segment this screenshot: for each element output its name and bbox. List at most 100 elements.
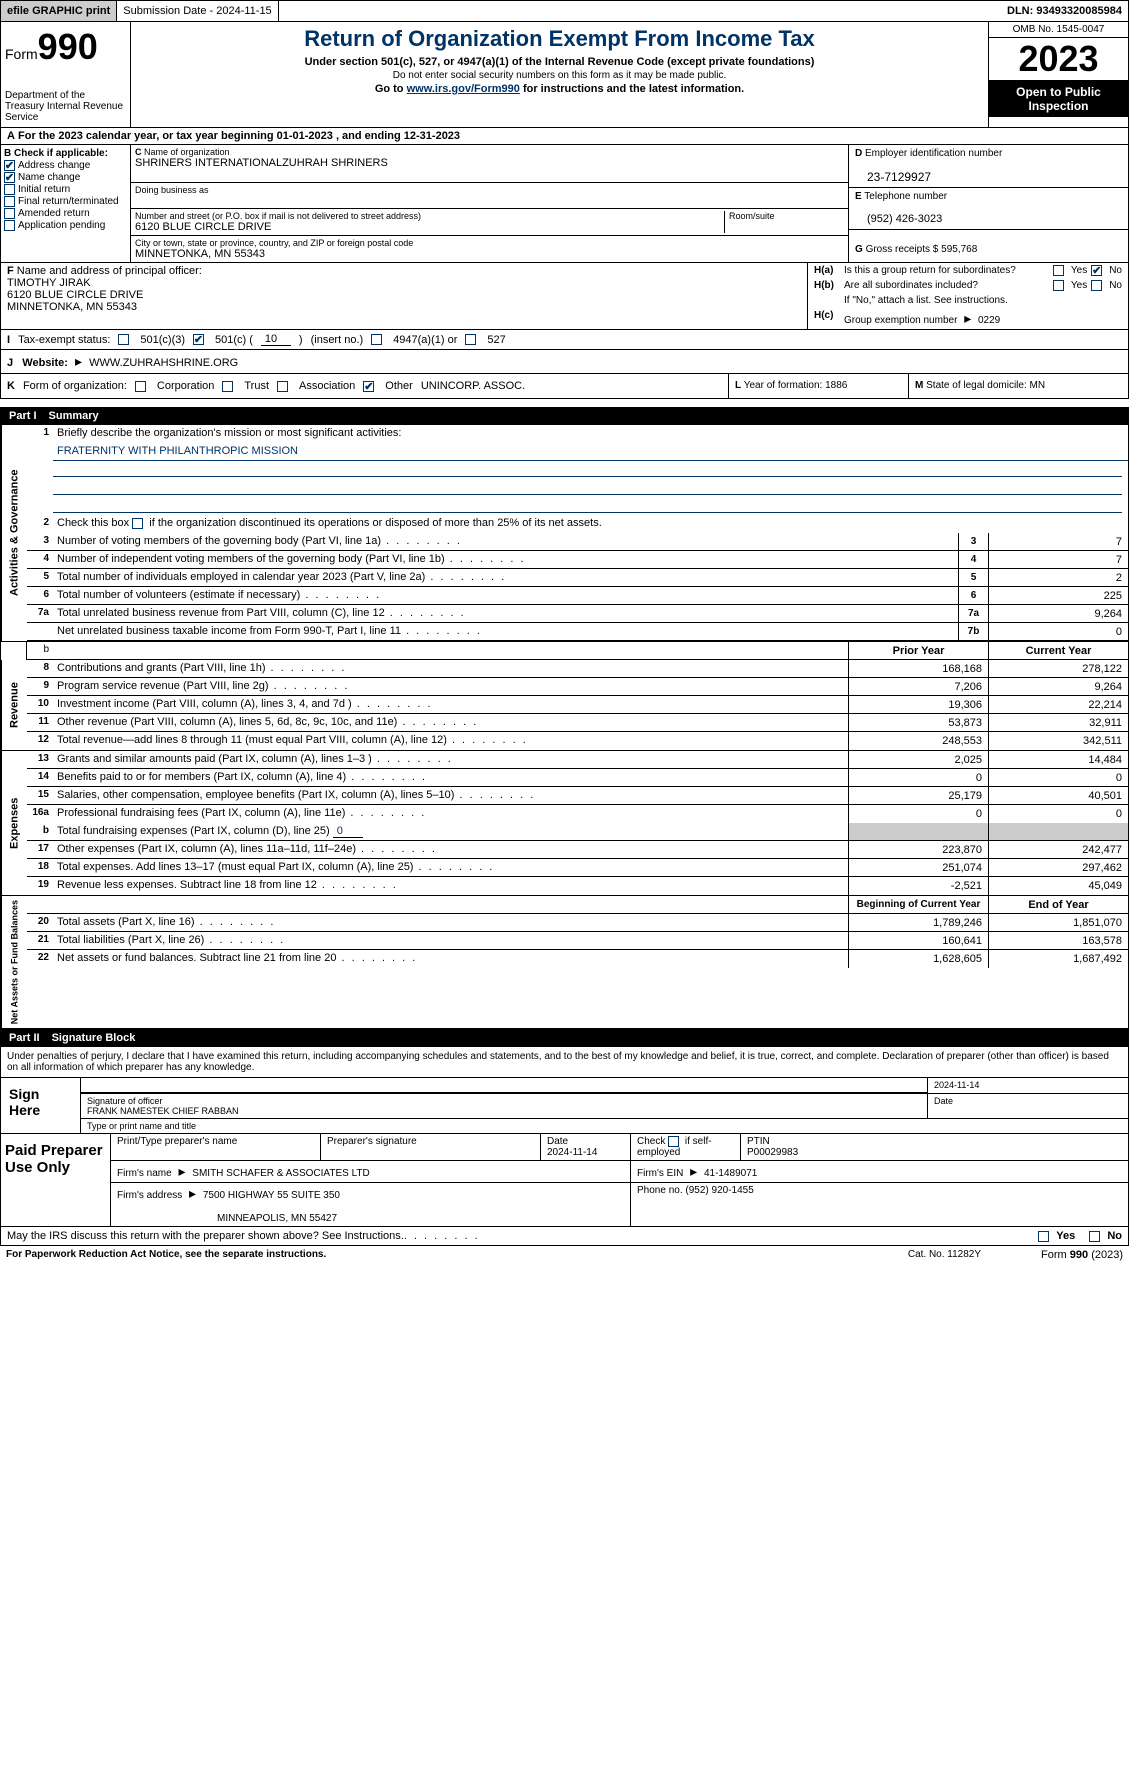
firm-addr2: MINNEAPOLIS, MN 55427 (117, 1213, 337, 1224)
expenses-label: Expenses (1, 751, 27, 895)
boxb-checkbox[interactable] (4, 160, 15, 171)
type-name-label: Type or print name and title (81, 1119, 1128, 1133)
governance-label: Activities & Governance (1, 425, 27, 641)
summary-line-text: Investment income (Part VIII, column (A)… (53, 696, 848, 713)
s501c3-checkbox[interactable] (118, 334, 129, 345)
efile-button[interactable]: efile GRAPHIC print (1, 1, 117, 21)
officer-addr2: MINNETONKA, MN 55343 (7, 301, 137, 313)
boxb-checkbox[interactable] (4, 196, 15, 207)
officer-addr1: 6120 BLUE CIRCLE DRIVE (7, 289, 143, 301)
trust-checkbox[interactable] (222, 381, 233, 392)
summary-line-text: Total liabilities (Part X, line 26) (53, 932, 848, 949)
firm-phone: (952) 920-1455 (685, 1185, 753, 1196)
discontinued-label: Check this box if the organization disco… (53, 515, 1128, 533)
summary-line-text: Grants and similar amounts paid (Part IX… (53, 751, 848, 768)
phone-label: Telephone number (864, 191, 947, 202)
discuss-yes-checkbox[interactable] (1038, 1231, 1049, 1242)
ssn-warning: Do not enter social security numbers on … (135, 70, 984, 81)
group-return-label: Is this a group return for subordinates? (844, 265, 1053, 276)
footer: For Paperwork Reduction Act Notice, see … (0, 1246, 1129, 1264)
ha-no-checkbox[interactable] (1091, 265, 1102, 276)
current-value: 32,911 (988, 714, 1128, 731)
current-value: 9,264 (988, 678, 1128, 695)
perjury-declaration: Under penalties of perjury, I declare th… (0, 1047, 1129, 1077)
prior-value: 1,628,605 (848, 950, 988, 968)
prior-value: 160,641 (848, 932, 988, 949)
current-value: 1,851,070 (988, 914, 1128, 931)
current-value: 40,501 (988, 787, 1128, 804)
sign-here-label: Sign Here (1, 1078, 81, 1133)
summary-line-text: Professional fundraising fees (Part IX, … (53, 805, 848, 823)
tax-year: 2023 (989, 38, 1128, 81)
summary-line-text: Net assets or fund balances. Subtract li… (53, 950, 848, 968)
hb-no-checkbox[interactable] (1091, 280, 1102, 291)
sig-officer-label: Signature of officer (87, 1096, 162, 1106)
current-value: 163,578 (988, 932, 1128, 949)
org-name: SHRINERS INTERNATIONALZUHRAH SHRINERS (135, 157, 844, 169)
prior-value: 251,074 (848, 859, 988, 876)
gross-label: Gross receipts $ (866, 244, 939, 255)
website-row: J Website: ▸ WWW.ZUHRAHSHRINE.ORG (0, 350, 1129, 374)
hb-yes-checkbox[interactable] (1053, 280, 1064, 291)
boxb-item-label: Initial return (18, 184, 70, 195)
summary-value: 7 (988, 551, 1128, 568)
street-address: 6120 BLUE CIRCLE DRIVE (135, 221, 724, 233)
sig-date: 2024-11-14 (928, 1078, 1128, 1093)
part2-header: Part IISignature Block (0, 1029, 1129, 1047)
current-value: 14,484 (988, 751, 1128, 768)
prior-value: 25,179 (848, 787, 988, 804)
current-value: 242,477 (988, 841, 1128, 858)
boxb-checkbox[interactable] (4, 172, 15, 183)
s4947-checkbox[interactable] (371, 334, 382, 345)
ha-yes-checkbox[interactable] (1053, 265, 1064, 276)
s501c-checkbox[interactable] (193, 334, 204, 345)
year-formation-value: 1886 (825, 380, 847, 391)
addr-label: Number and street (or P.O. box if mail i… (135, 211, 724, 221)
summary-line-text: Salaries, other compensation, employee b… (53, 787, 848, 804)
other-text: UNINCORP. ASSOC. (421, 380, 525, 392)
current-value: 45,049 (988, 877, 1128, 895)
self-employed-label: Check if self-employed (631, 1134, 741, 1160)
prior-value: 168,168 (848, 660, 988, 677)
preparer-date: 2024-11-14 (547, 1147, 597, 1158)
prior-value: 223,870 (848, 841, 988, 858)
group-exemption-label: Group exemption number (844, 315, 957, 326)
box-b-label: Check if applicable: (14, 148, 108, 159)
self-employed-checkbox[interactable] (668, 1136, 679, 1147)
firm-name: SMITH SCHAFER & ASSOCIATES LTD (192, 1168, 369, 1179)
prior-value: 7,206 (848, 678, 988, 695)
line-num-box: 3 (958, 533, 988, 550)
summary-line-text: Total number of volunteers (estimate if … (53, 587, 958, 604)
current-value: 297,462 (988, 859, 1128, 876)
summary-line-text: Other revenue (Part VIII, column (A), li… (53, 714, 848, 731)
summary-line-text: Contributions and grants (Part VIII, lin… (53, 660, 848, 677)
summary-governance: Activities & Governance 1 Briefly descri… (0, 425, 1129, 641)
summary-line-text: Number of independent voting members of … (53, 551, 958, 568)
cat-no: Cat. No. 11282Y (908, 1249, 981, 1261)
boxb-checkbox[interactable] (4, 184, 15, 195)
current-year-header: Current Year (988, 642, 1128, 659)
city-label: City or town, state or province, country… (135, 238, 844, 248)
prior-value: 19,306 (848, 696, 988, 713)
summary-value: 9,264 (988, 605, 1128, 622)
summary-value: 225 (988, 587, 1128, 604)
summary-value: 2 (988, 569, 1128, 586)
attach-list-note: If "No," attach a list. See instructions… (844, 295, 1122, 306)
prior-year-header: Prior Year (848, 642, 988, 659)
part1-header: Part ISummary (0, 407, 1129, 425)
omb-number: OMB No. 1545-0047 (989, 22, 1128, 38)
other-checkbox[interactable] (363, 381, 374, 392)
form-title: Return of Organization Exempt From Incom… (135, 26, 984, 52)
corp-checkbox[interactable] (135, 381, 146, 392)
boxb-checkbox[interactable] (4, 208, 15, 219)
firm-ein: 41-1489071 (704, 1168, 757, 1179)
s527-checkbox[interactable] (465, 334, 476, 345)
irs-link[interactable]: www.irs.gov/Form990 (407, 83, 520, 95)
assoc-checkbox[interactable] (277, 381, 288, 392)
officer-label: Name and address of principal officer: (17, 265, 202, 277)
discuss-no-checkbox[interactable] (1089, 1231, 1100, 1242)
discontinued-checkbox[interactable] (132, 518, 143, 529)
org-form-label: Form of organization: (23, 380, 127, 392)
mission-blank-line (53, 479, 1122, 495)
boxb-checkbox[interactable] (4, 220, 15, 231)
